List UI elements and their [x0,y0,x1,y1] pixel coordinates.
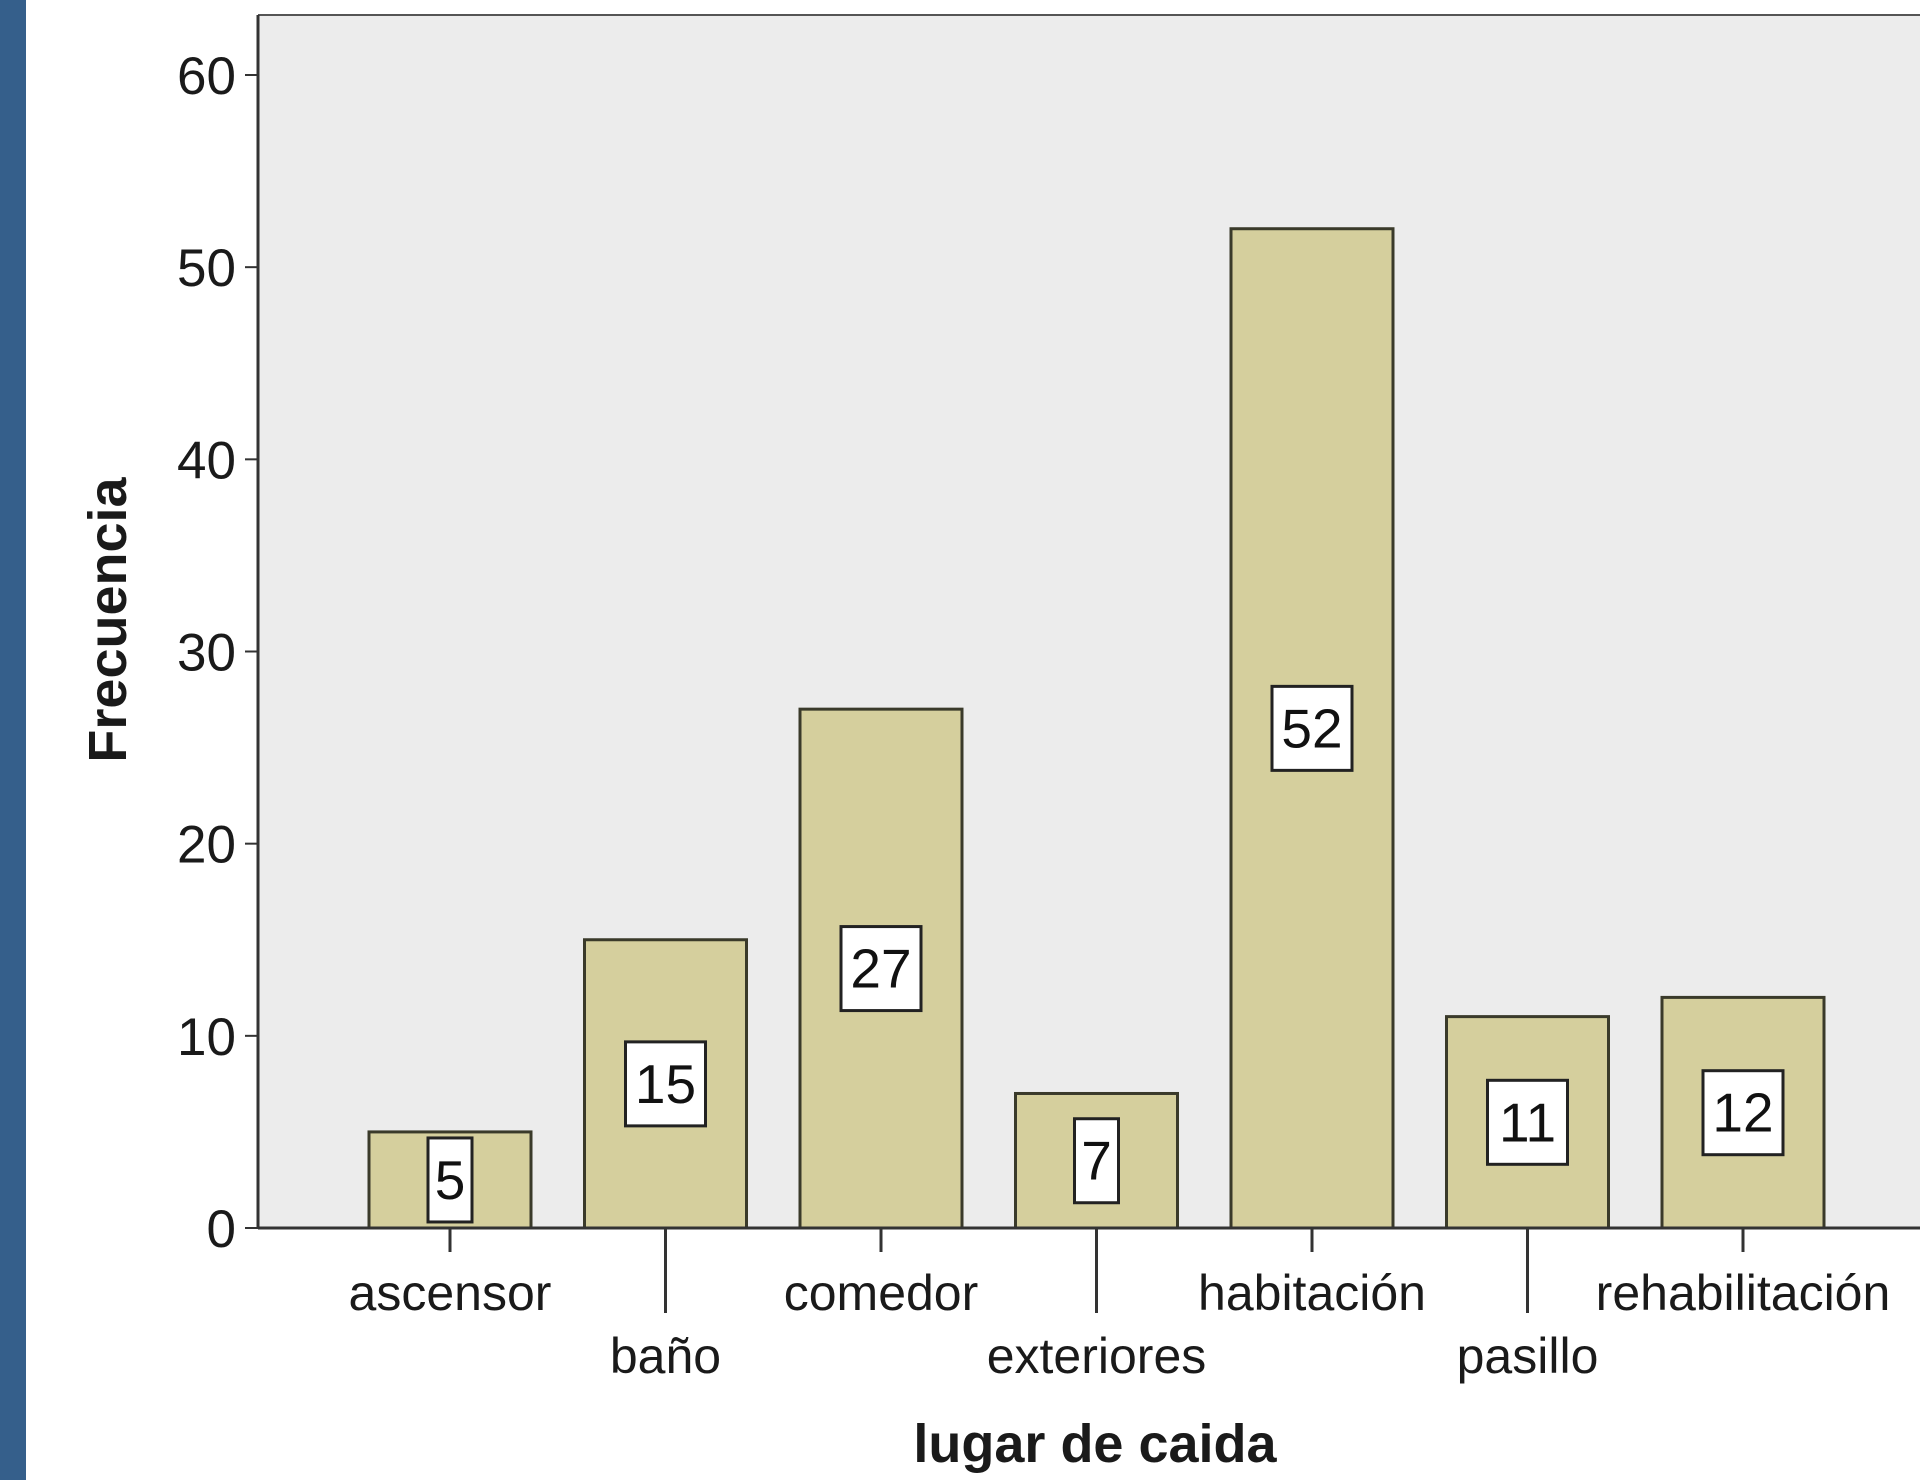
data-label-box [624,1040,707,1128]
x-tick-label: baño [610,1328,721,1384]
axes-group: 0 10 20 30 40 50 60 ascensor baño comedorexterior… [177,14,1920,1384]
y-tick-label: 20 [177,816,236,875]
x-tick-label: exteriores [987,1328,1207,1384]
data-label-box [839,925,923,1013]
data-label: 11 [1499,1091,1556,1153]
data-label: 27 [850,938,911,1000]
plot-background [258,15,1920,1228]
data-label-box [1701,1069,1785,1157]
x-tick-label: comedor [784,1265,979,1321]
bars-group [367,227,1826,1230]
x-tick-label: pasillo [1457,1328,1599,1384]
data-labels-group: 5 15 27 7 52 11 12 [426,684,1785,1224]
data-label: 12 [1712,1082,1773,1144]
data-label-box [1486,1078,1569,1166]
data-label: 5 [435,1149,466,1211]
x-axis-title: lugar de caida [913,1414,1277,1474]
data-label: 52 [1281,697,1342,759]
y-tick-label: 10 [177,1008,236,1067]
x-tick-label: ascensor [349,1265,552,1321]
data-label-box [426,1136,474,1224]
data-label: 15 [635,1053,696,1115]
data-label: 7 [1081,1130,1112,1192]
y-tick-label: 0 [207,1200,236,1259]
y-tick-label: 50 [177,239,236,298]
side-band [0,0,26,1480]
x-tick-label: rehabilitación [1596,1265,1891,1321]
data-label-box [1073,1117,1120,1205]
data-label-box [1270,684,1354,772]
y-tick-label: 30 [177,624,236,683]
y-tick-label: 60 [177,47,236,106]
x-tick-label: habitación [1198,1265,1426,1321]
y-axis-title: Frecuencia [78,476,138,762]
y-tick-label: 40 [177,431,236,490]
